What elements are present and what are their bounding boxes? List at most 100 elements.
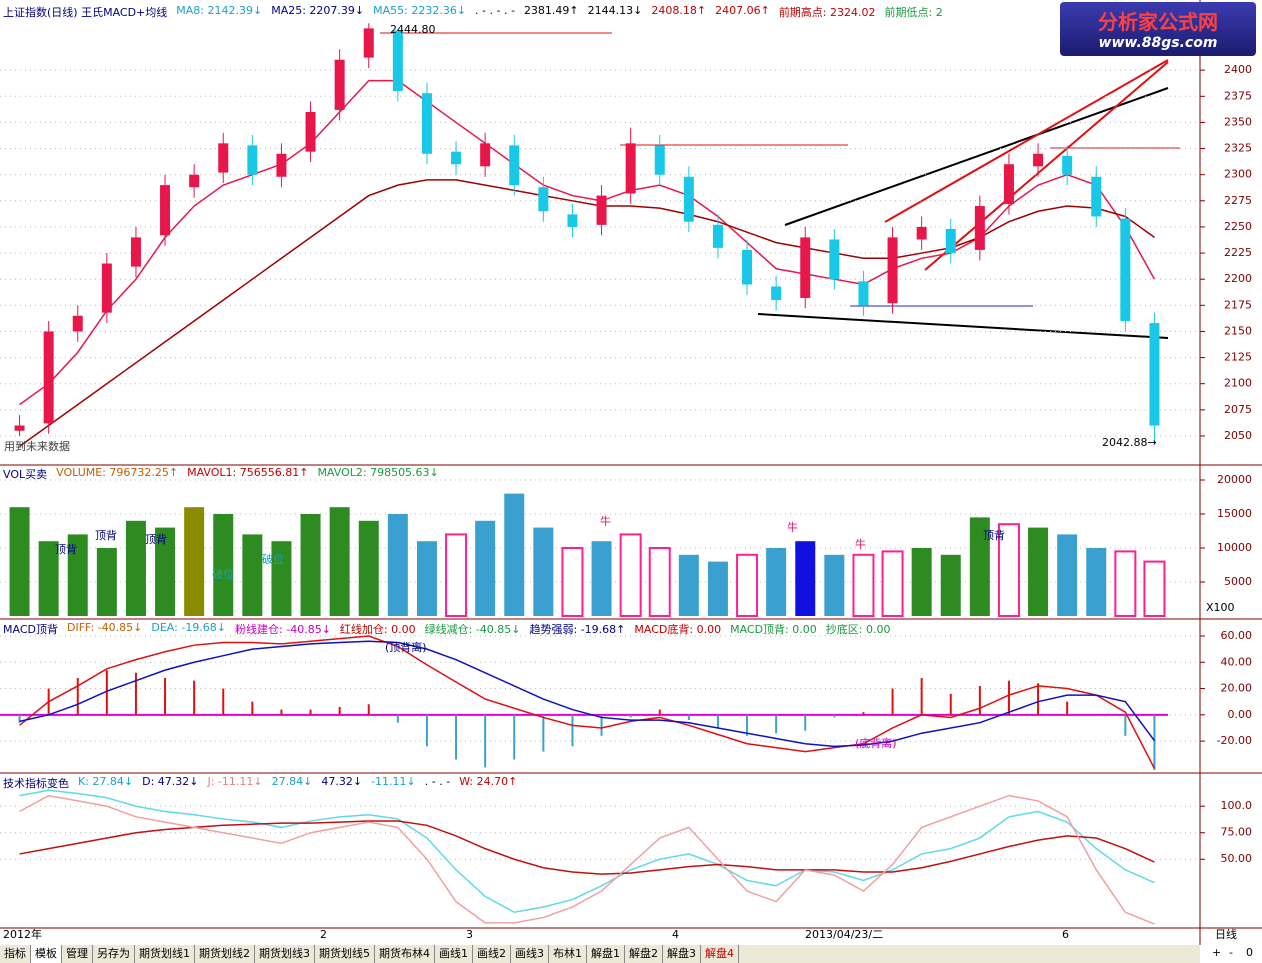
tab[interactable]: 期货划线1 [135, 945, 195, 963]
annotation: 牛 [855, 537, 866, 551]
tab[interactable]: 模板 [31, 945, 62, 963]
candle-body [887, 237, 898, 304]
header-item: MACD顶背: 0.00 [730, 623, 817, 636]
tab[interactable]: 画线3 [511, 945, 549, 963]
candle-body [771, 286, 782, 301]
unit-label: X100 [1206, 601, 1235, 614]
volume-bar [125, 520, 146, 616]
volume-bar [824, 554, 845, 616]
header-item: K: 27.84↓ [78, 775, 134, 788]
y-tick-label: 20000 [1217, 473, 1252, 486]
header-item: 47.32↓ [321, 775, 363, 788]
tab[interactable]: 期货划线5 [315, 945, 375, 963]
control[interactable]: 0 [1246, 946, 1253, 959]
header-item: 红线加仓: 0.00 [339, 623, 416, 636]
indicator-line [19, 794, 1155, 925]
header-item: MA25: 2207.39↓ [271, 4, 365, 17]
candle-body [72, 315, 83, 332]
candle-body [247, 145, 258, 175]
moving-average [19, 79, 1156, 406]
candle-body [1033, 153, 1044, 167]
header-item: -11.11↓ [371, 775, 416, 788]
control[interactable]: - [1229, 946, 1233, 959]
header-item: 技术指标变色 [3, 777, 69, 790]
volume-bar [766, 548, 787, 616]
volume-bar [67, 534, 88, 616]
y-tick-label: 2100 [1224, 377, 1252, 390]
tab[interactable]: 期货划线3 [255, 945, 315, 963]
candle-body [480, 143, 491, 167]
volume-bar [155, 527, 176, 616]
x-axis-label: 4 [672, 928, 679, 941]
volume-bar [736, 553, 759, 617]
candle-body [160, 185, 171, 236]
candle-body [1120, 218, 1131, 321]
candle-body [305, 111, 316, 152]
logo: 分析家公式网 www.88gs.com [1060, 2, 1256, 56]
y-tick-label: 2075 [1224, 403, 1252, 416]
y-tick-label: 2375 [1224, 89, 1252, 102]
candle-body [945, 229, 956, 254]
tab[interactable]: 管理 [62, 945, 93, 963]
annotation: 牛 [787, 520, 798, 534]
tab[interactable]: 解盘4 [701, 945, 739, 963]
annotation: 破位 [212, 567, 234, 581]
header-item: 上证指数(日线) 王氏MACD+均线 [3, 6, 168, 19]
tab[interactable]: 期货布林4 [375, 945, 435, 963]
candle-body [1062, 155, 1073, 175]
y-tick-label: 2275 [1224, 194, 1252, 207]
tab[interactable]: 解盘3 [663, 945, 701, 963]
panel-header: 技术指标变色 K: 27.84↓ D: 47.32↓ J: -11.11↓ 27.84↓… [3, 775, 517, 791]
volume-bar [1057, 534, 1078, 616]
logo-url: www.88gs.com [1098, 35, 1218, 51]
annotation: 顶背 [145, 532, 167, 546]
candle-body [538, 187, 549, 212]
header-item: DIFF: -40.85↓ [66, 621, 143, 634]
volume-bar [416, 541, 437, 616]
volume-bar [911, 548, 932, 616]
candle-body [712, 224, 723, 248]
volume-bar [852, 553, 875, 617]
candle-body [916, 226, 927, 240]
header-item: VOLUME: 796732.25↑ [56, 466, 179, 479]
volume-bar [619, 533, 642, 618]
header-item: 2408.18↑ [651, 4, 707, 17]
trend-line [784, 87, 1169, 226]
candle-body [974, 206, 985, 250]
control[interactable]: + [1212, 946, 1221, 959]
panel-header: VOL买卖 VOLUME: 796732.25↑ MAVOL1: 756556.81… [3, 466, 439, 482]
volume-bar [300, 514, 321, 616]
volume-bar [329, 507, 350, 616]
tab[interactable]: 画线1 [435, 945, 473, 963]
logo-title: 分析家公式网 [1098, 10, 1218, 34]
tab[interactable]: 画线2 [473, 945, 511, 963]
header-item: 绿线减仓: -40.85↓ [424, 623, 521, 636]
volume-bar [445, 533, 468, 618]
candle-body [43, 331, 54, 424]
annotation: 用到未来数据 [4, 439, 70, 453]
tab[interactable]: 解盘2 [625, 945, 663, 963]
x-axis-label: 3 [466, 928, 473, 941]
tab[interactable]: 期货划线2 [195, 945, 255, 963]
tab[interactable]: 另存为 [93, 945, 135, 963]
volume-bar [504, 493, 525, 616]
tab[interactable]: 指标 [0, 945, 31, 963]
y-tick-label: 2125 [1224, 351, 1252, 364]
volume-bar [997, 523, 1020, 618]
candle-body [421, 93, 432, 154]
header-item: D: 47.32↓ [142, 775, 199, 788]
x-axis-label: 2 [320, 928, 327, 941]
y-tick-label: 75.00 [1221, 826, 1253, 839]
volume-bar [1143, 560, 1166, 617]
volume-bar [648, 547, 671, 617]
tab[interactable]: 解盘1 [587, 945, 625, 963]
candle-body [189, 174, 200, 188]
volume-bar [561, 547, 584, 617]
header-item: MACD底背: 0.00 [634, 623, 722, 636]
volume-bar [591, 541, 612, 616]
trend-line [757, 313, 1169, 339]
x-axis-label: 2012年 [3, 927, 42, 941]
tab[interactable]: 布林1 [549, 945, 587, 963]
y-tick-label: -20.00 [1217, 734, 1252, 747]
